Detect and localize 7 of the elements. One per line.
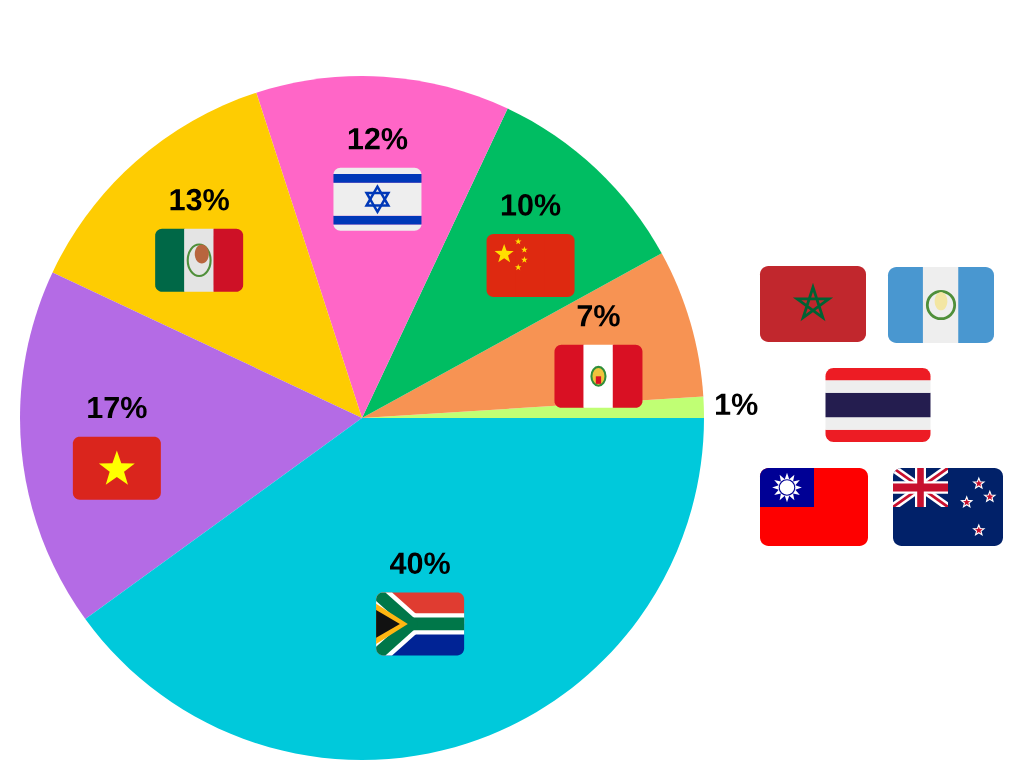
data-label: 10% xyxy=(501,194,561,216)
data-label: 13% xyxy=(170,188,229,211)
data-label: 40% xyxy=(390,552,450,575)
data-label: 7% xyxy=(577,304,620,327)
data-label: 17% xyxy=(88,396,147,419)
data-label: 1% xyxy=(716,393,758,416)
data-label: 12% xyxy=(348,127,408,150)
